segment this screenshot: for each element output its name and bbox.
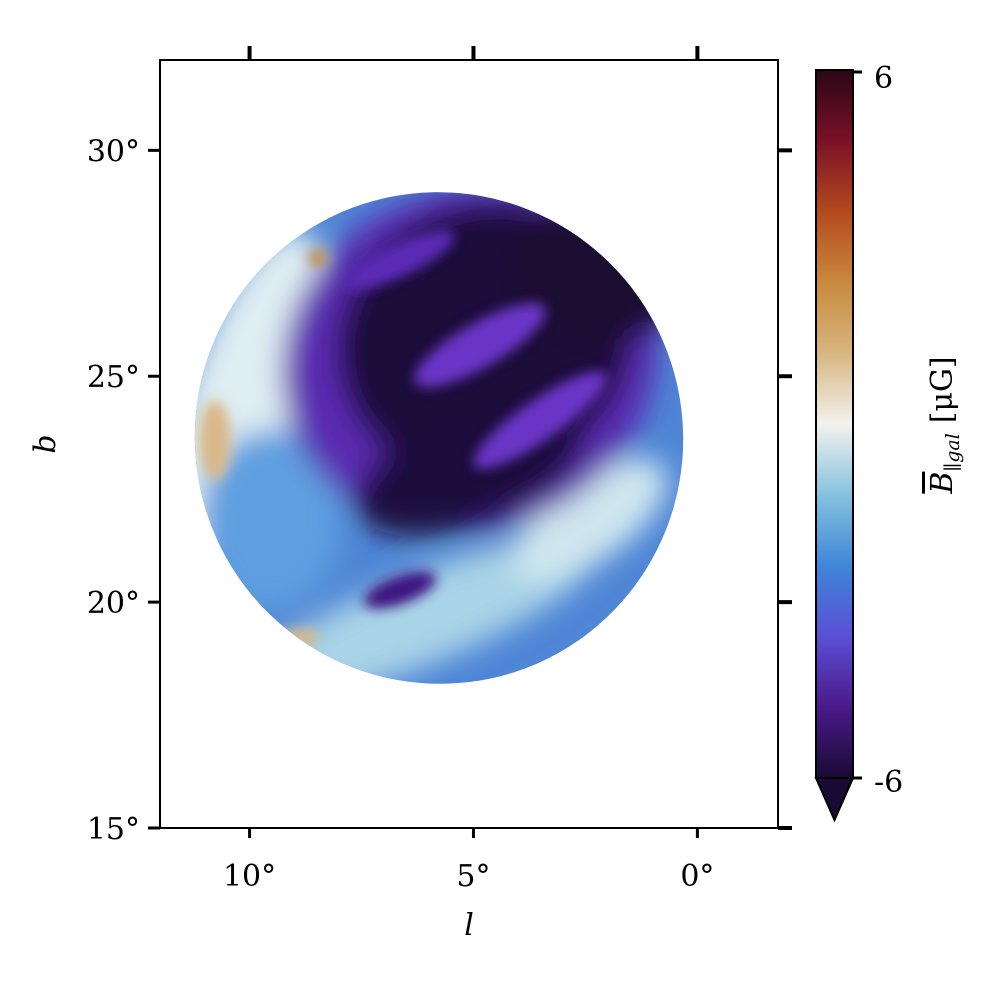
y-tick-label-1: 20°: [87, 586, 140, 621]
colorbar-bar: [815, 69, 854, 779]
y-axis-label: b: [28, 434, 63, 453]
purple-filament-1: [414, 302, 546, 388]
y-tick-label-3: 30°: [87, 134, 140, 169]
y-tick-label-2: 25°: [87, 360, 140, 395]
x-tick-label-0: 10°: [223, 859, 276, 894]
warm-patch-north: [308, 250, 328, 266]
colorbar-tick-label-max: 6: [874, 61, 893, 96]
x-axis-label: l: [464, 908, 474, 943]
y-axis-ticks: 15° 20° 25° 30°: [87, 134, 792, 847]
x-tick-label-1: 5°: [456, 859, 490, 894]
purple-clump-south: [363, 571, 437, 609]
colorbar-tick-label-min: -6: [874, 765, 903, 800]
colorbar-label-units: [μG]: [925, 356, 960, 423]
blue-west: [200, 430, 340, 610]
x-axis-ticks: 10° 5° 0°: [223, 46, 714, 894]
y-tick-label-0: 15°: [87, 812, 140, 847]
purple-filament-3: [345, 230, 455, 290]
warm-patch-west: [199, 400, 231, 480]
purple-filament-2: [473, 371, 607, 469]
x-tick-label-2: 0°: [680, 859, 714, 894]
colorbar-extend-min: [814, 777, 855, 823]
light-blue-southeast: [512, 458, 668, 582]
plot-border: [159, 59, 779, 829]
colorbar-label-sub: ∥gal: [942, 433, 964, 471]
colorbar-label-main: B: [925, 472, 960, 495]
plot-area: 10° 5° 0° 15° 20° 25° 30° l b: [28, 46, 792, 943]
colorbar-label: B∥gal [μG]: [925, 356, 964, 494]
colorbar: 6 -6 B∥gal [μG]: [814, 61, 964, 823]
